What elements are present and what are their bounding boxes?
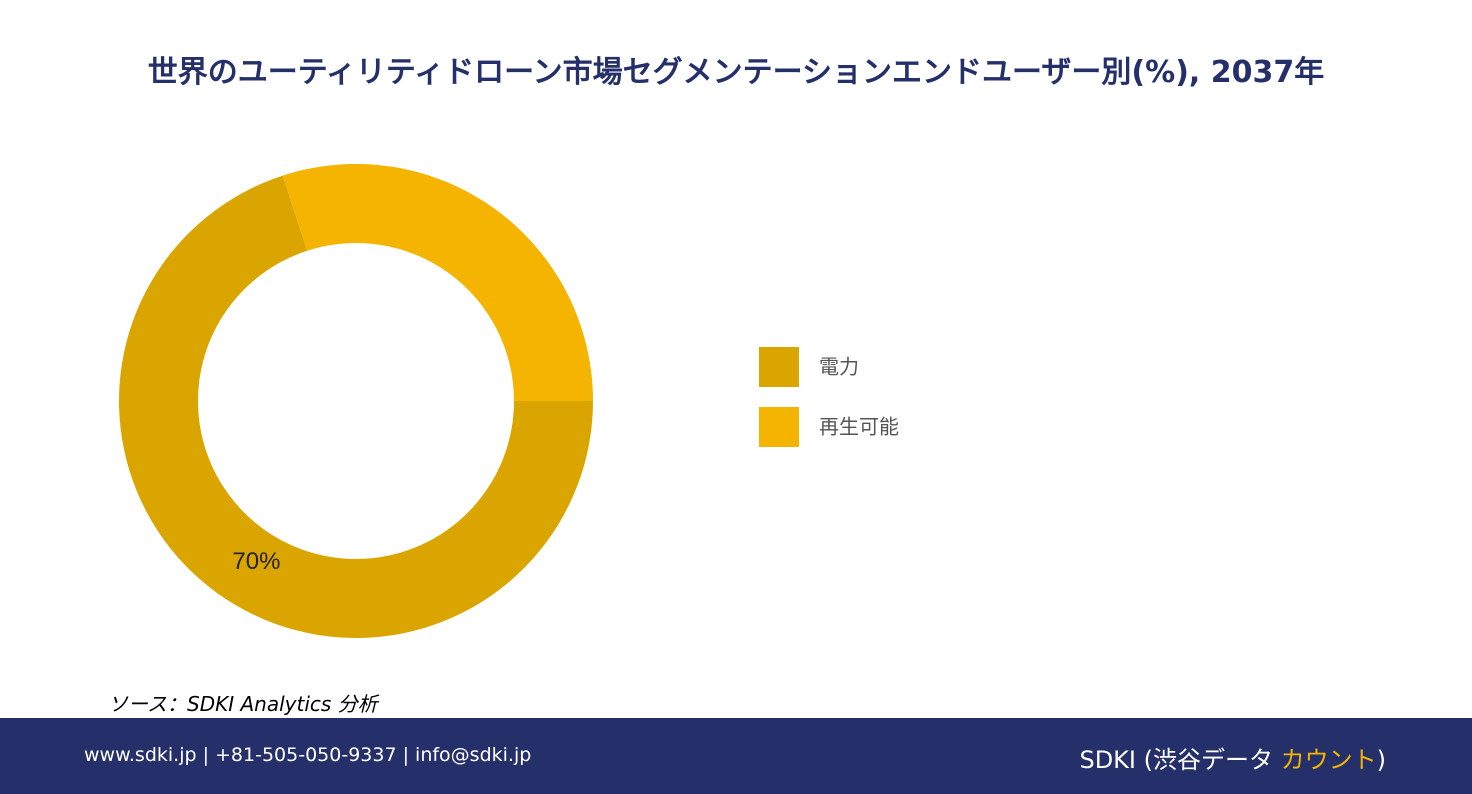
brand: SDKI (渋谷データ カウント) bbox=[1079, 740, 1386, 775]
brand-text: SDKI (渋谷データ bbox=[1079, 746, 1281, 774]
donut-slice bbox=[282, 164, 593, 401]
legend-swatch bbox=[759, 407, 799, 447]
donut-slice bbox=[118, 175, 594, 639]
contact: www.sdki.jp | +81-505-050-9337 | info@sd… bbox=[84, 744, 532, 766]
brand-accent: カウント bbox=[1280, 746, 1377, 774]
footer: www.sdki.jp | +81-505-050-9337 | info@sd… bbox=[0, 718, 1472, 794]
source: ソース：SDKI Analytics 分析 bbox=[108, 692, 378, 716]
legend-swatch bbox=[759, 347, 799, 387]
brand-text: ) bbox=[1376, 746, 1386, 774]
chart-title: 世界のユーティリティドローン市場セグメンテーションエンドユーザー別(%), 20… bbox=[147, 55, 1325, 90]
legend-label: 再生可能 bbox=[819, 415, 899, 439]
data-label: 70% bbox=[232, 548, 280, 575]
legend-label: 電力 bbox=[819, 355, 859, 379]
